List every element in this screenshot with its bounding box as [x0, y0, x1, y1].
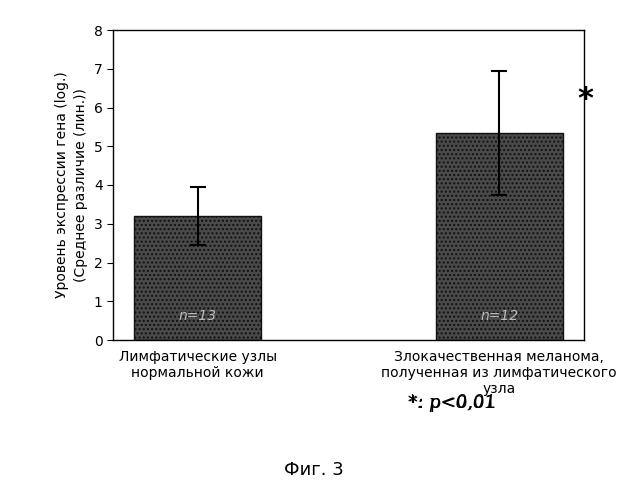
Bar	[134, 216, 261, 340]
Bar	[436, 132, 563, 340]
Y-axis label: Уровень экспрессии гена (log.)
(Среднее различие (лин.)): Уровень экспрессии гена (log.) (Среднее …	[55, 72, 88, 298]
Text: n=13: n=13	[179, 308, 217, 322]
Text: *: p<0,01: *: p<0,01	[408, 394, 496, 411]
Text: Фиг. 3: Фиг. 3	[284, 461, 344, 479]
Text: *: p<0,01: *: p<0,01	[409, 394, 495, 411]
Text: n=12: n=12	[480, 308, 518, 322]
Text: *: *	[578, 85, 593, 114]
